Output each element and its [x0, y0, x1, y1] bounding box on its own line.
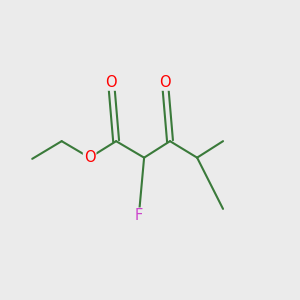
- Text: F: F: [135, 208, 143, 224]
- Text: O: O: [159, 75, 171, 90]
- Text: O: O: [105, 75, 117, 90]
- Text: O: O: [84, 150, 95, 165]
